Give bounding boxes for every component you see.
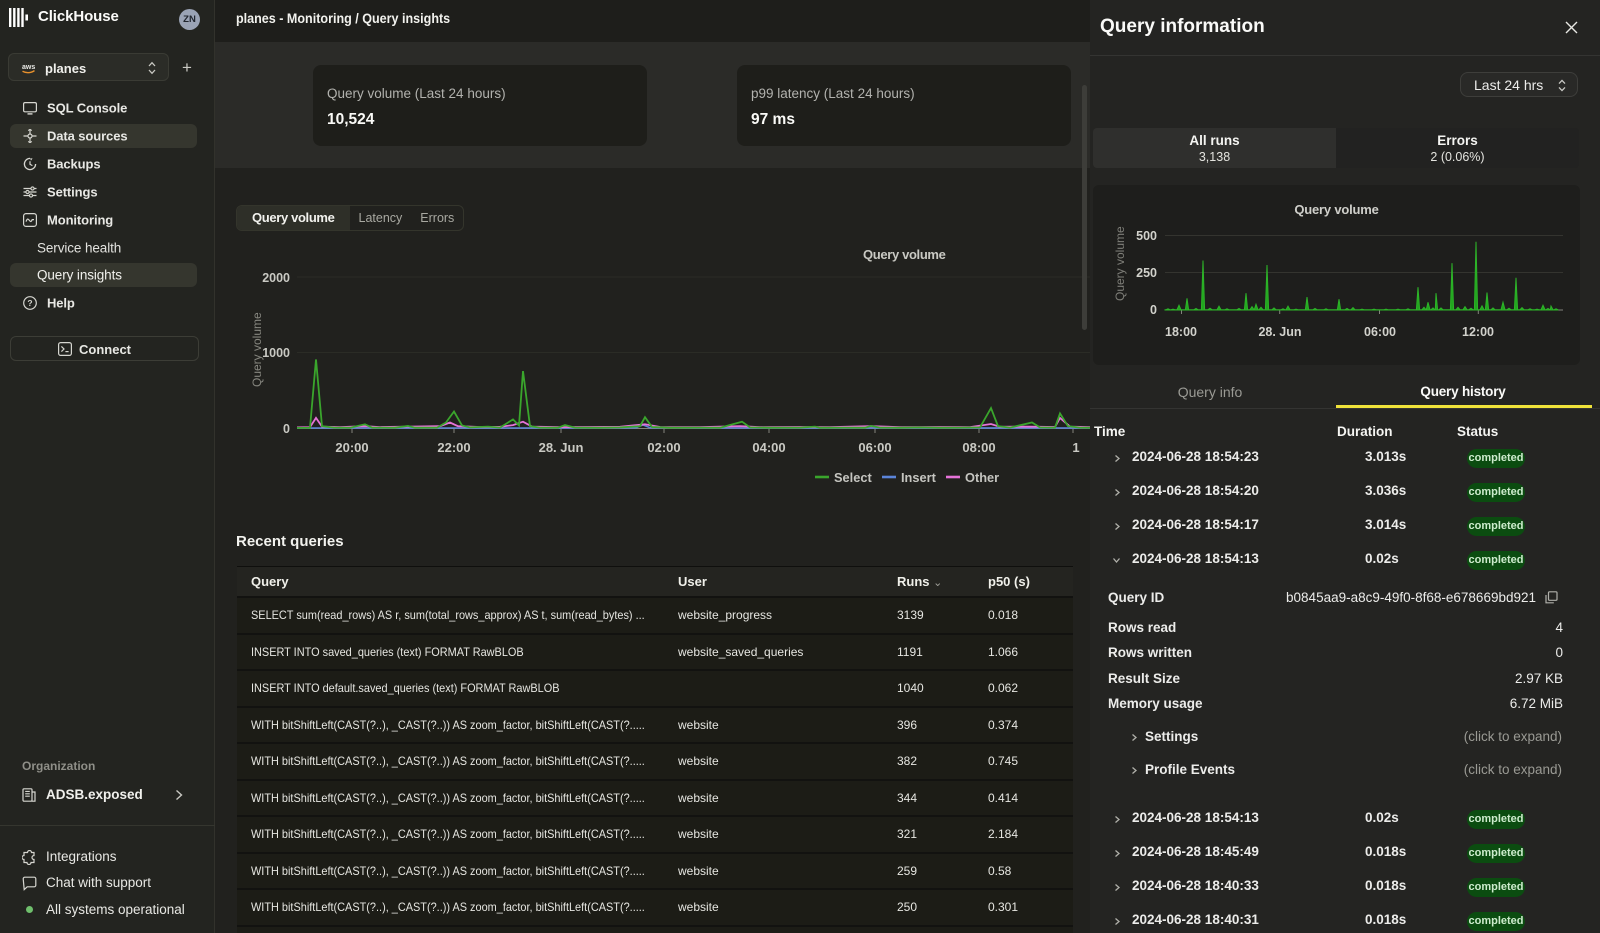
svg-text:0: 0 xyxy=(283,422,290,436)
svg-text:Other: Other xyxy=(965,470,999,485)
svg-text:?: ? xyxy=(27,298,32,308)
svg-text:02:00: 02:00 xyxy=(647,440,680,455)
svg-text:250: 250 xyxy=(1136,266,1157,280)
svg-text:1000: 1000 xyxy=(262,346,290,360)
svg-text:20:00: 20:00 xyxy=(335,440,368,455)
svg-text:22:00: 22:00 xyxy=(437,440,470,455)
svg-text:aws: aws xyxy=(22,64,35,71)
svg-text:1: 1 xyxy=(1072,440,1079,455)
svg-text:0: 0 xyxy=(1150,303,1157,317)
svg-text:28. Jun: 28. Jun xyxy=(1258,325,1301,339)
svg-text:08:00: 08:00 xyxy=(962,440,995,455)
svg-text:2000: 2000 xyxy=(262,271,290,285)
svg-text:12:00: 12:00 xyxy=(1462,325,1494,339)
svg-text:06:00: 06:00 xyxy=(1364,325,1396,339)
svg-text:500: 500 xyxy=(1136,229,1157,243)
svg-text:28. Jun: 28. Jun xyxy=(539,440,584,455)
svg-text:Select: Select xyxy=(834,470,872,485)
svg-text:Insert: Insert xyxy=(901,470,937,485)
svg-text:04:00: 04:00 xyxy=(752,440,785,455)
svg-text:06:00: 06:00 xyxy=(858,440,891,455)
svg-text:18:00: 18:00 xyxy=(1165,325,1197,339)
